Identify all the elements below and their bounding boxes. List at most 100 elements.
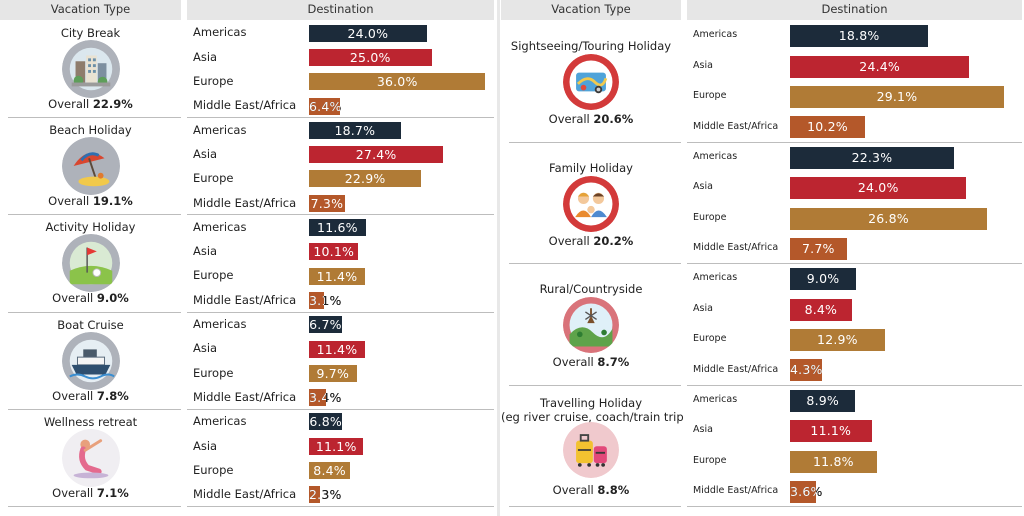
- bar-value-label: 9.7%: [316, 365, 350, 381]
- destination-label: Asia: [193, 341, 218, 356]
- bar-value-label: 11.1%: [810, 423, 852, 439]
- bar-value-label: 11.4%: [316, 268, 358, 284]
- group-divider: [187, 408, 494, 410]
- bar: 29.1%: [790, 86, 1004, 108]
- vacation-type-cell: Activity Holiday Overall 9.0%: [0, 215, 181, 311]
- destination-label: Asia: [693, 424, 713, 436]
- bar: 8.4%: [309, 462, 351, 480]
- bar-value-label: 10.1%: [313, 244, 355, 260]
- overall-label: Overall: [52, 291, 94, 306]
- vacation-type-label: Family Holiday: [549, 160, 633, 175]
- panel-divider: [497, 0, 500, 516]
- vacation-type-label: City Break: [60, 26, 121, 40]
- destination-label: Europe: [693, 454, 727, 466]
- bar-value-label: 11.8%: [813, 453, 854, 469]
- group-divider: [187, 311, 494, 313]
- vacation-type-cell: Boat Cruise Overall 7.8%: [0, 313, 181, 409]
- destination-label: Europe: [193, 268, 234, 283]
- bar: 6.4% 6.4%: [309, 97, 342, 115]
- destination-label: Americas: [193, 317, 247, 331]
- destination-label: Middle East/Africa: [693, 242, 779, 254]
- bar: 10.1%: [309, 243, 359, 261]
- group-divider: [8, 506, 181, 507]
- bar-value-label: 11.6%: [317, 220, 358, 236]
- bar: 4.3% 4.3%: [790, 359, 822, 382]
- bar-value-label: 24.0%: [347, 25, 389, 41]
- overall-value: 20.6%: [593, 112, 634, 126]
- bar-value-label: 29.1%: [876, 89, 918, 104]
- yoga-icon: [61, 428, 120, 487]
- vacation-type-cell: Family Holiday Overall 20.2%: [501, 143, 681, 264]
- group-divider: [187, 506, 494, 507]
- vacation-type-name: Rural/Countryside: [501, 282, 681, 296]
- bar-value-label: 24.0%: [857, 180, 899, 196]
- vacation-type-label: Boat Cruise: [57, 317, 124, 332]
- bar: 11.4%: [309, 340, 365, 358]
- destination-label: Americas: [193, 414, 247, 429]
- bar-value-label: 36.0%: [376, 74, 418, 90]
- destination-label: Americas: [193, 219, 247, 234]
- destination-label: Asia: [193, 244, 218, 259]
- destination-label: Middle East/Africa: [193, 487, 297, 502]
- destination-label: Europe: [193, 171, 234, 186]
- bar-value-label: 12.9%: [817, 332, 858, 347]
- bar: 24.0%: [309, 24, 427, 42]
- cruise-ship-icon: [61, 331, 120, 390]
- bar-value-label: 27.4%: [355, 147, 397, 163]
- bar-value-label: 26.8%: [868, 210, 909, 226]
- group-divider: [187, 214, 494, 216]
- golf-icon: [61, 234, 120, 293]
- bar: 8.4%: [790, 298, 852, 321]
- tour-map-icon: [563, 54, 619, 110]
- bar-value-label: 18.7%: [334, 122, 376, 138]
- vacation-type-name: Boat Cruise: [0, 318, 181, 332]
- vacation-type-name: Wellness retreat: [0, 415, 181, 429]
- overall-share: Overall 7.8%: [0, 389, 181, 403]
- overall-value: 20.2%: [593, 233, 634, 248]
- group-divider: [687, 506, 1022, 507]
- bar-value-label: 6.8%: [309, 414, 342, 430]
- bar-value-label-overlay: 2.3%: [309, 487, 321, 503]
- group-divider: [509, 141, 681, 143]
- group-divider: [509, 506, 681, 507]
- overall-share: Overall 8.7%: [501, 355, 681, 369]
- vacation-type-label: Rural/Countryside: [539, 282, 643, 296]
- bar: 3.1%3.1%: [309, 291, 341, 309]
- bar: 11.8%: [790, 450, 877, 473]
- overall-value: 22.9%: [92, 97, 133, 111]
- vacation-type-name: Travelling Holiday (eg river cruise, coac…: [501, 395, 684, 424]
- vacation-type-label: Travelling Holiday: [539, 395, 643, 410]
- destination-label: Middle East/Africa: [193, 389, 297, 404]
- beach-umbrella-icon: [61, 137, 120, 196]
- bar: 7.3%: [309, 194, 345, 212]
- vacation-type-cell: City Break Overall 22.9%: [0, 21, 181, 117]
- bar-value-label: 25.0%: [349, 49, 391, 65]
- group-divider: [8, 117, 181, 119]
- destination-label: Americas: [193, 122, 247, 137]
- overall-value: 7.1%: [96, 485, 129, 500]
- destination-label: Americas: [193, 25, 247, 40]
- overall-value: 8.7%: [597, 355, 630, 369]
- bar-value-label: 10.2%: [807, 119, 848, 135]
- destination-label: Asia: [193, 438, 218, 453]
- bar: 11.6%: [309, 219, 366, 237]
- bar-value-label: 6.7%: [309, 317, 342, 333]
- bar-value-label: 3.4%: [309, 390, 342, 406]
- destination-label: Asia: [693, 59, 713, 71]
- bar-value-label: 6.4%: [309, 98, 342, 114]
- destination-header: Destination: [187, 0, 494, 20]
- bar: 27.4%: [309, 146, 444, 164]
- bar: 9.7%: [309, 364, 357, 382]
- bar: 36.0%: [309, 73, 486, 91]
- left-panel: Vacation Type Destination City Break Over…: [0, 0, 496, 516]
- bar-value-label-overlay: 3.6%: [790, 483, 816, 499]
- overall-label: Overall: [548, 233, 590, 248]
- destination-label: Europe: [193, 365, 234, 380]
- destination-label: Europe: [193, 462, 234, 477]
- overall-label: Overall: [552, 355, 594, 369]
- overall-value: 9.0%: [96, 291, 129, 306]
- overall-value: 7.8%: [96, 388, 129, 403]
- bar: 11.4%: [309, 267, 365, 285]
- bar-value-label: 8.9%: [806, 392, 839, 408]
- destination-label: Asia: [693, 181, 713, 193]
